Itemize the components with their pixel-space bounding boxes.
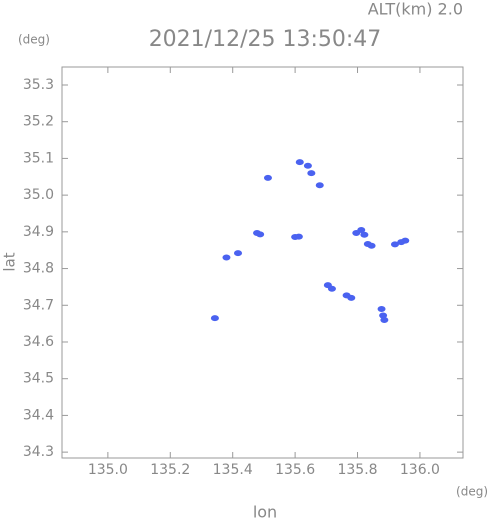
echo-cell bbox=[380, 316, 389, 323]
x-tick-label: 135.8 bbox=[337, 462, 377, 478]
y-tick-label: 34.9 bbox=[23, 224, 54, 240]
echo-cell bbox=[210, 315, 219, 322]
altitude-label: ALT(km) 2.0 bbox=[368, 0, 463, 19]
x-unit: (deg) bbox=[456, 485, 488, 499]
x-tick-label: 135.4 bbox=[213, 462, 253, 478]
echo-cell bbox=[307, 170, 316, 177]
echo-cell bbox=[222, 254, 231, 261]
x-tick-label: 135.0 bbox=[88, 462, 128, 478]
y-tick-label: 34.7 bbox=[23, 297, 54, 313]
echo-cell bbox=[303, 162, 312, 169]
y-tick-label: 34.8 bbox=[23, 261, 54, 277]
echo-cell bbox=[357, 227, 366, 234]
y-tick-label: 35.1 bbox=[23, 150, 54, 166]
y-axis-label: lat bbox=[1, 252, 19, 271]
echo-cell bbox=[390, 241, 399, 248]
echo-cell bbox=[315, 182, 324, 189]
y-tick-label: 34.5 bbox=[23, 371, 54, 387]
x-tick-label: 135.6 bbox=[275, 462, 315, 478]
echo-cell bbox=[327, 285, 336, 292]
echo-cell bbox=[360, 231, 369, 238]
echo-cell bbox=[295, 159, 304, 166]
echo-cell bbox=[367, 242, 376, 249]
x-axis-label: lon bbox=[253, 503, 277, 522]
echo-cell bbox=[347, 294, 356, 301]
echo-cell bbox=[401, 237, 410, 244]
y-tick-label: 35.3 bbox=[23, 77, 54, 93]
x-tick-label: 135.2 bbox=[150, 462, 190, 478]
plot-frame bbox=[61, 66, 464, 459]
y-unit: (deg) bbox=[18, 33, 50, 47]
echo-cell bbox=[263, 174, 272, 181]
y-tick-label: 34.3 bbox=[23, 444, 54, 460]
y-tick-label: 35.0 bbox=[23, 187, 54, 203]
chart-title: 2021/12/25 13:50:47 bbox=[149, 27, 382, 52]
echo-cell bbox=[294, 233, 303, 240]
y-tick-label: 35.2 bbox=[23, 114, 54, 130]
echo-cell bbox=[256, 231, 265, 238]
echo-cell bbox=[234, 250, 243, 257]
y-tick-label: 34.6 bbox=[23, 334, 54, 350]
echo-cell bbox=[377, 305, 386, 312]
y-tick-label: 34.4 bbox=[23, 407, 54, 423]
x-tick-label: 136.0 bbox=[400, 462, 440, 478]
